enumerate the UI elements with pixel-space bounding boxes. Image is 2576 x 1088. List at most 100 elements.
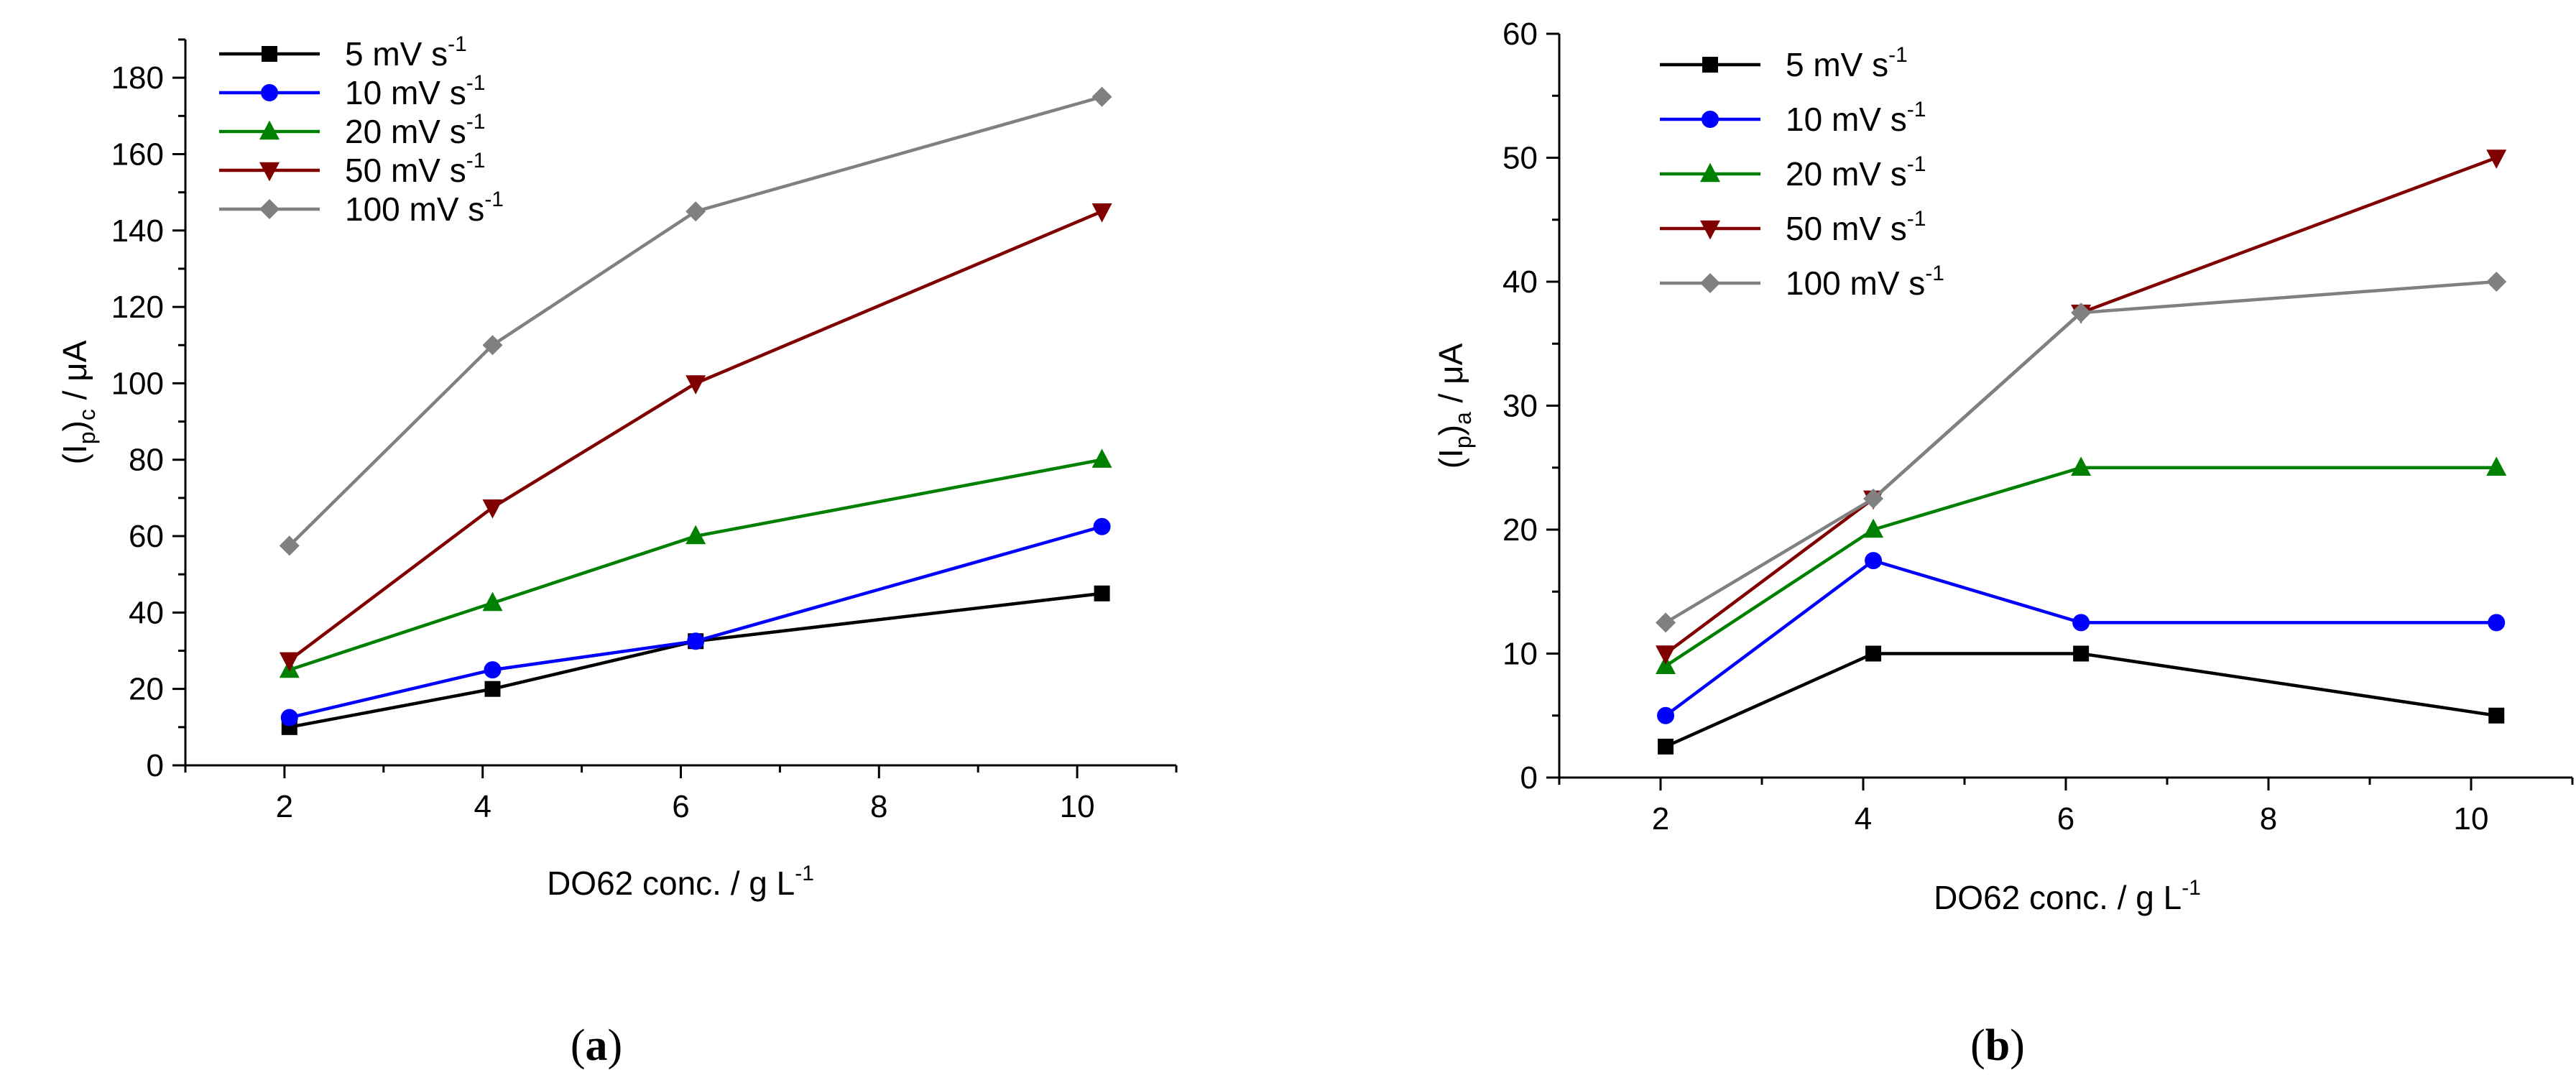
data-point <box>484 681 501 697</box>
data-point <box>2486 272 2507 292</box>
x-tick-label: 4 <box>1855 801 1872 836</box>
legend-label-superscript: -1 <box>1907 152 1926 176</box>
legend-label: 10 mV s-1 <box>345 71 485 111</box>
legend-label-superscript: -1 <box>1925 262 1944 285</box>
y-label-unit: / μA <box>56 340 93 409</box>
legend-label-text: 5 mV s <box>1786 46 1888 83</box>
data-point <box>1865 552 1883 570</box>
x-tick-label: 6 <box>2057 801 2074 836</box>
data-point <box>2071 303 2092 323</box>
y-label-main: (I <box>56 444 93 464</box>
legend-marker <box>1700 162 1720 183</box>
legend-marker <box>1702 111 1719 128</box>
legend-marker <box>262 46 277 62</box>
legend-label: 20 mV s-1 <box>345 110 485 150</box>
data-point <box>685 375 706 395</box>
y-tick-label: 140 <box>111 213 164 249</box>
x-tick-label: 2 <box>276 789 293 824</box>
data-point <box>685 201 706 222</box>
x-label-text: DO62 conc. / g L <box>1934 879 2182 916</box>
series-1 <box>1657 552 2506 724</box>
legend-label-text: 10 mV s <box>1786 101 1907 138</box>
data-point <box>1091 203 1112 223</box>
x-label-superscript: -1 <box>2182 876 2201 900</box>
legend-label-superscript: -1 <box>1907 207 1926 231</box>
legend-item: 5 mV s-1 <box>1660 43 1908 83</box>
legend-label-superscript: -1 <box>466 110 486 134</box>
panel-label-letter: a <box>586 1021 608 1070</box>
panel-label-close: ) <box>2010 1021 2025 1070</box>
legend-label: 100 mV s-1 <box>1786 262 1944 302</box>
data-point <box>1656 612 1676 633</box>
data-point <box>1863 488 1884 509</box>
data-point <box>2072 614 2090 632</box>
y-tick-label: 120 <box>111 290 164 325</box>
legend-label-text: 100 mV s <box>1786 264 1925 302</box>
x-tick-label: 8 <box>2260 801 2277 836</box>
y-tick-label: 100 <box>111 366 164 401</box>
series-2 <box>279 448 1112 678</box>
panel-label-open: ( <box>571 1021 586 1070</box>
data-point <box>279 535 300 556</box>
y-tick-label: 0 <box>147 748 164 783</box>
data-point <box>1091 448 1112 468</box>
x-axis-label: DO62 conc. / g L-1 <box>547 862 814 902</box>
data-point <box>2488 614 2506 632</box>
legend-item: 5 mV s-1 <box>219 32 467 73</box>
legend-label: 20 mV s-1 <box>1786 152 1926 193</box>
legend-label-text: 50 mV s <box>345 152 466 189</box>
legend-label-text: 20 mV s <box>1786 155 1907 193</box>
x-tick-label: 4 <box>474 789 491 824</box>
series-0 <box>281 585 1110 735</box>
y-tick-label: 50 <box>1502 141 1538 176</box>
y-axis-label: (Ip)c / μA <box>56 340 100 464</box>
legend-label-superscript: -1 <box>448 32 467 56</box>
data-point <box>2486 456 2507 476</box>
legend-label: 50 mV s-1 <box>1786 207 1926 247</box>
y-label-subscript: a <box>1450 412 1476 425</box>
legend-marker <box>259 199 280 219</box>
series-3 <box>279 203 1112 672</box>
y-label-paren: ) <box>56 420 93 431</box>
legend-item: 100 mV s-1 <box>1660 262 1944 302</box>
y-tick-label: 30 <box>1502 389 1538 424</box>
legend-item: 50 mV s-1 <box>1660 207 1926 247</box>
legend-label-text: 100 mV s <box>345 190 484 228</box>
series-line <box>288 95 1103 547</box>
data-point <box>1656 645 1676 665</box>
legend-label-superscript: -1 <box>1907 98 1926 121</box>
legend-item: 20 mV s-1 <box>219 110 485 150</box>
series-line <box>289 591 1102 729</box>
y-tick-label: 40 <box>1502 264 1538 300</box>
y-label-subscript: c <box>74 409 100 420</box>
y-tick-label: 80 <box>129 443 164 478</box>
legend-label: 10 mV s-1 <box>1786 98 1926 138</box>
legend-label: 100 mV s-1 <box>345 188 504 228</box>
legend-marker <box>1702 57 1718 73</box>
legend-item: 10 mV s-1 <box>219 71 485 111</box>
legend-label-superscript: -1 <box>1888 43 1908 67</box>
series-4 <box>1656 272 2507 633</box>
data-point <box>2073 645 2090 662</box>
legend-label-text: 10 mV s <box>345 74 466 111</box>
legend-label-text: 5 mV s <box>345 35 448 73</box>
data-point <box>1865 645 1882 662</box>
y-label-unit: / μA <box>1432 343 1469 412</box>
legend-label-text: 50 mV s <box>1786 210 1907 247</box>
legend-label-superscript: -1 <box>466 149 486 172</box>
data-point <box>685 525 706 545</box>
data-point <box>1094 585 1110 601</box>
y-tick-label: 180 <box>111 60 164 96</box>
legend-label: 50 mV s-1 <box>345 149 485 189</box>
data-point <box>1658 738 1674 755</box>
data-point <box>482 591 503 612</box>
y-tick-label: 160 <box>111 137 164 172</box>
data-point <box>482 335 503 356</box>
data-point <box>1091 86 1112 107</box>
legend-label-superscript: -1 <box>484 188 504 211</box>
panel-label-open: ( <box>1970 1021 1985 1070</box>
legend-marker <box>1700 273 1720 293</box>
series-1 <box>280 517 1111 727</box>
